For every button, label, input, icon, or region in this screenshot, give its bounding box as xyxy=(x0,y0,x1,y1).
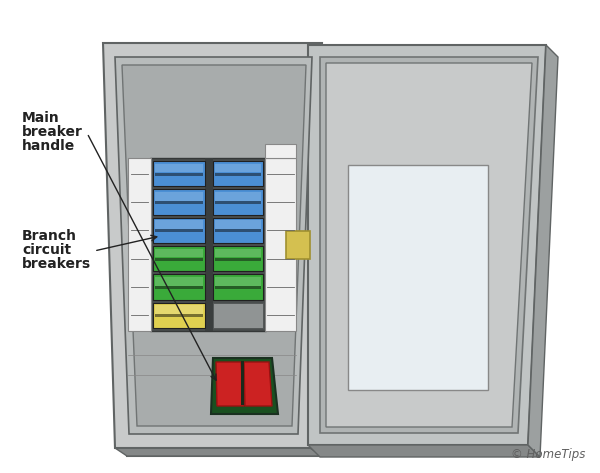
Polygon shape xyxy=(528,45,558,457)
Bar xyxy=(155,173,203,175)
Polygon shape xyxy=(216,362,244,406)
Text: circuit: circuit xyxy=(22,243,71,257)
Bar xyxy=(153,218,205,243)
Bar xyxy=(213,303,263,328)
Bar xyxy=(205,158,213,331)
Text: handle: handle xyxy=(22,139,75,153)
Bar xyxy=(155,277,203,286)
Bar xyxy=(215,248,261,257)
Bar xyxy=(215,164,261,172)
Bar xyxy=(215,192,261,201)
Text: breakers: breakers xyxy=(22,257,91,271)
Bar xyxy=(265,158,296,331)
Polygon shape xyxy=(320,57,538,433)
Bar xyxy=(215,229,261,232)
Bar xyxy=(213,189,263,215)
Polygon shape xyxy=(308,445,540,457)
Bar xyxy=(286,231,310,259)
Bar xyxy=(155,258,203,261)
Bar xyxy=(155,286,203,289)
Bar xyxy=(155,315,203,317)
Bar xyxy=(215,173,261,175)
Bar xyxy=(215,258,261,261)
Bar xyxy=(215,277,261,286)
Bar xyxy=(215,201,261,204)
Bar xyxy=(155,248,203,257)
Bar xyxy=(241,361,244,405)
Bar xyxy=(153,303,205,328)
Bar xyxy=(128,158,151,331)
Polygon shape xyxy=(308,45,546,445)
Bar xyxy=(155,220,203,229)
Polygon shape xyxy=(115,57,312,434)
Bar xyxy=(153,189,205,215)
Bar xyxy=(213,246,263,272)
Polygon shape xyxy=(103,43,322,448)
Bar xyxy=(155,229,203,232)
Text: breaker: breaker xyxy=(22,125,83,139)
Polygon shape xyxy=(115,51,334,456)
Polygon shape xyxy=(211,358,278,414)
Bar xyxy=(153,274,205,300)
Polygon shape xyxy=(115,448,322,456)
Bar xyxy=(213,161,263,186)
Bar xyxy=(265,144,296,158)
Bar xyxy=(153,246,205,272)
Polygon shape xyxy=(326,63,532,427)
Bar xyxy=(215,220,261,229)
Bar xyxy=(215,286,261,289)
Bar xyxy=(150,158,266,331)
Text: Main: Main xyxy=(22,111,60,125)
Bar xyxy=(155,305,203,314)
Bar xyxy=(213,218,263,243)
Bar xyxy=(155,192,203,201)
Text: Branch: Branch xyxy=(22,229,77,243)
Bar xyxy=(348,165,488,390)
Bar xyxy=(155,164,203,172)
Polygon shape xyxy=(122,65,306,426)
Bar xyxy=(213,274,263,300)
Bar xyxy=(155,201,203,204)
Text: © HomeTips: © HomeTips xyxy=(511,448,585,461)
Polygon shape xyxy=(244,362,272,406)
Bar xyxy=(153,161,205,186)
